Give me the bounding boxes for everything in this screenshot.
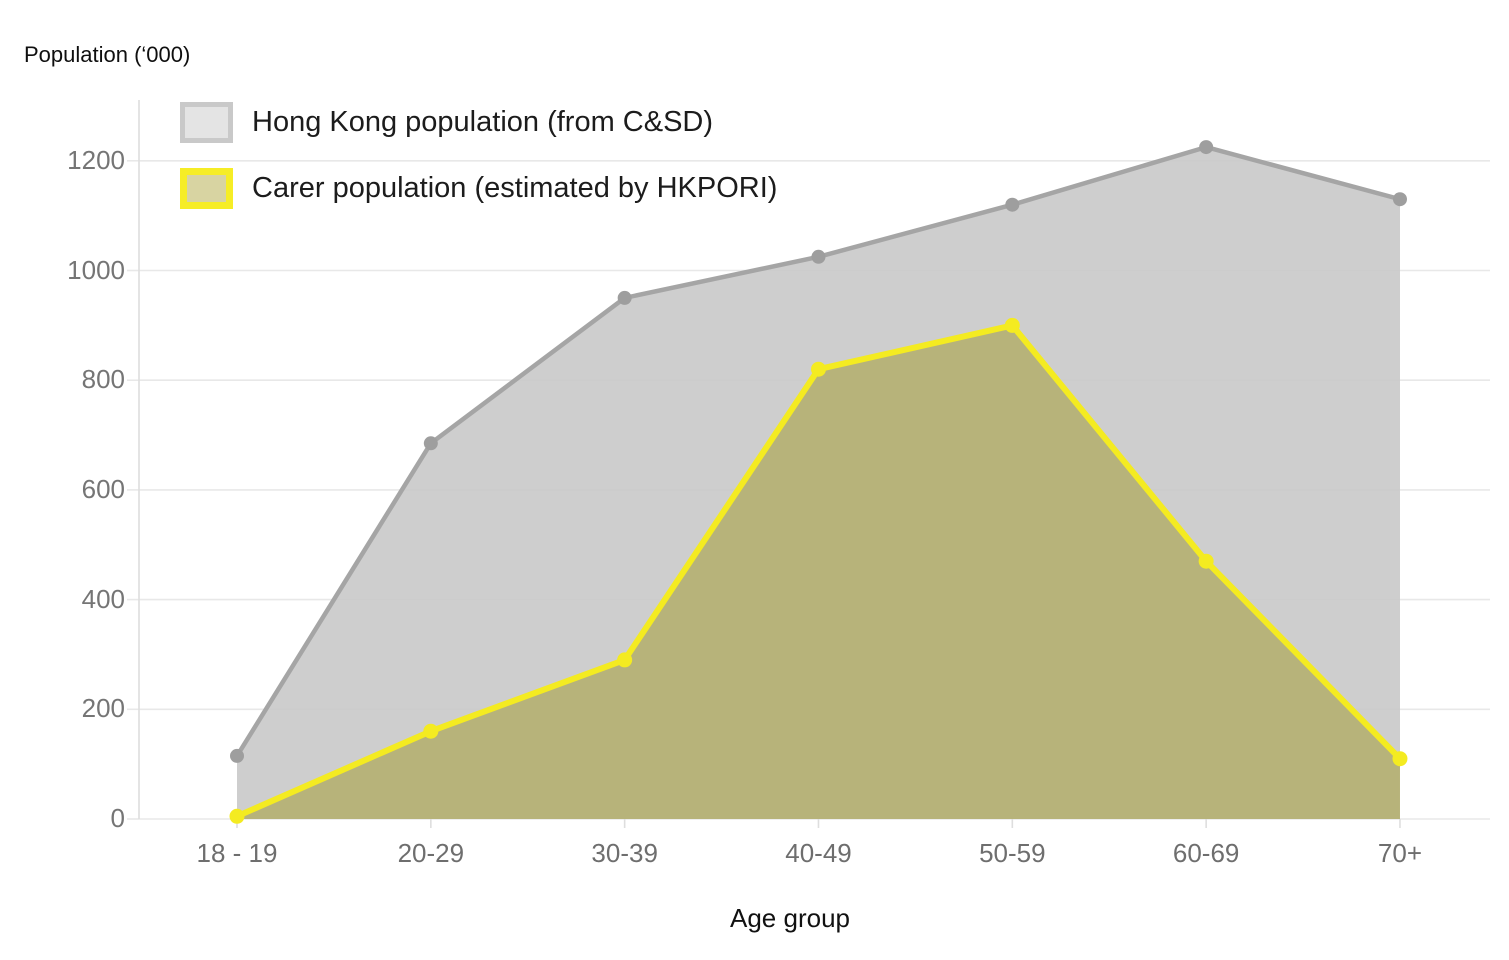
- carer-population-point: [617, 652, 633, 668]
- carer-population-point: [423, 723, 439, 739]
- x-axis-title: Age group: [730, 903, 850, 933]
- carer-population-point: [1004, 317, 1020, 333]
- legend-label-hk-population: Hong Kong population (from C&SD): [252, 106, 714, 138]
- x-tick-label: 30-39: [591, 838, 658, 868]
- x-tick-label: 20-29: [397, 838, 465, 868]
- x-tick-label: 60-69: [1172, 838, 1240, 868]
- carer-population-point: [1198, 553, 1214, 569]
- x-tick-label: 18 - 19: [196, 838, 278, 868]
- y-axis-title: Population (‘000): [24, 42, 191, 67]
- x-tick-label: 50-59: [979, 838, 1046, 868]
- carer-population-swatch-icon: [180, 168, 233, 209]
- carer-population-point: [1392, 751, 1408, 767]
- hk-population-point: [811, 249, 826, 264]
- hk-population-point: [230, 748, 244, 763]
- legend-item-hk-population: Hong Kong population (from C&SD): [180, 102, 777, 143]
- y-tick-label: 1200: [67, 144, 125, 175]
- legend: Hong Kong population (from C&SD) Carer p…: [180, 102, 777, 234]
- y-tick-label: 0: [110, 803, 125, 833]
- hk-population-point: [1005, 197, 1020, 212]
- y-tick-label: 800: [81, 364, 125, 395]
- x-tick-label: 40-49: [785, 838, 852, 868]
- carer-population-point: [810, 361, 826, 377]
- legend-item-carer-population: Carer population (estimated by HKPORI): [180, 168, 777, 209]
- legend-label-carer-population: Carer population (estimated by HKPORI): [252, 172, 778, 204]
- y-tick-label: 1000: [67, 254, 125, 285]
- carer-population-point: [229, 808, 245, 824]
- y-tick-label: 400: [81, 583, 125, 614]
- hk-population-point: [423, 436, 438, 451]
- hk-population-swatch-icon: [180, 102, 233, 143]
- y-tick-label: 600: [81, 473, 125, 504]
- hk-population-point: [617, 290, 632, 305]
- hk-population-point: [1392, 192, 1407, 207]
- x-tick-label: 70+: [1377, 838, 1423, 868]
- y-tick-label: 200: [81, 693, 125, 724]
- hk-population-point: [1199, 140, 1214, 155]
